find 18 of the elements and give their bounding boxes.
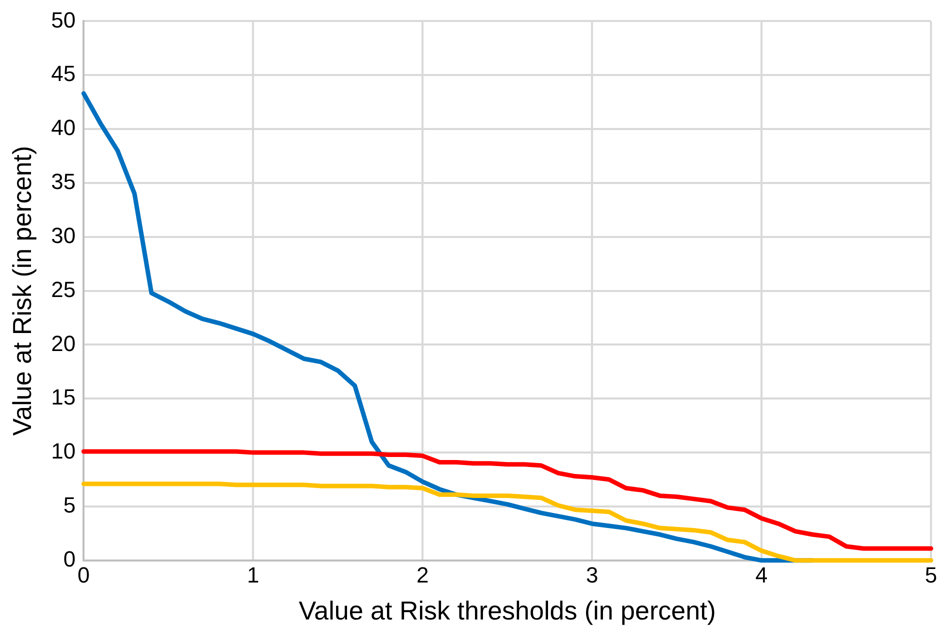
x-tick-label: 5 (924, 562, 938, 588)
x-tick-label: 4 (755, 562, 768, 588)
y-tick-label: 40 (51, 115, 76, 140)
y-tick-label: 30 (51, 222, 76, 248)
x-tick-label: 2 (416, 562, 429, 588)
x-tick-label: 1 (247, 562, 260, 588)
y-axis-title: Value at Risk (in percent) (6, 146, 37, 436)
y-tick-label: 45 (51, 61, 76, 86)
y-tick-label: 5 (63, 492, 76, 518)
y-tick-label: 25 (51, 276, 76, 302)
y-tick-label: 15 (51, 384, 76, 410)
x-axis-title: Value at Risk thresholds (in percent) (298, 596, 716, 626)
y-tick-label: 50 (51, 7, 76, 32)
y-tick-label: 20 (51, 330, 76, 356)
y-tick-label: 35 (51, 169, 76, 194)
y-tick-label: 0 (63, 546, 76, 572)
x-tick-label: 3 (586, 562, 598, 588)
y-tick-label: 10 (51, 438, 76, 464)
